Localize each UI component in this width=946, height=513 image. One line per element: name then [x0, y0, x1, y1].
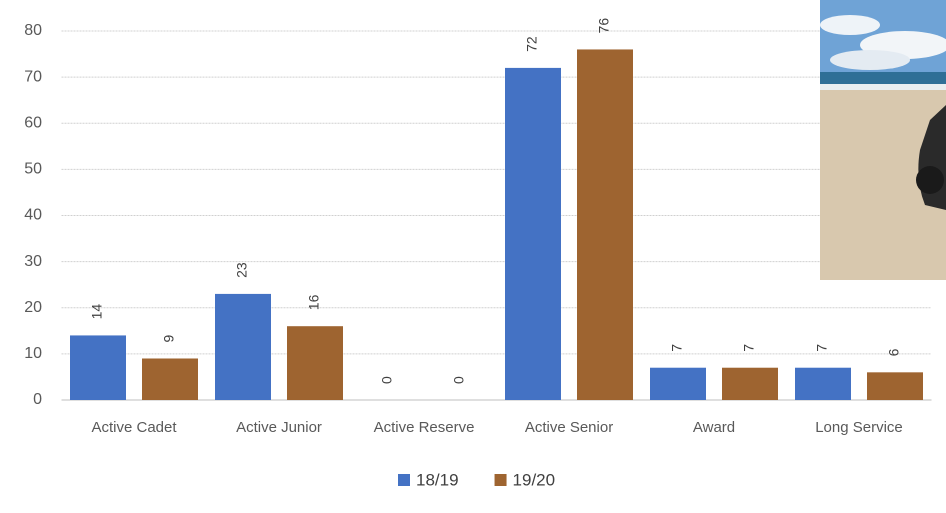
data-label: 23 — [234, 262, 250, 278]
x-tick-label: Active Reserve — [374, 419, 475, 436]
legend: 18/19 19/20 — [398, 470, 555, 489]
data-label: 9 — [161, 334, 177, 342]
x-tick-label: Long Service — [815, 419, 903, 436]
bar — [795, 367, 851, 400]
photo-cloud — [830, 50, 910, 70]
data-label: 7 — [741, 344, 757, 352]
y-tick-label: 10 — [24, 345, 42, 362]
data-label: 7 — [814, 344, 830, 352]
bar — [867, 372, 923, 400]
legend-label: 18/19 — [416, 470, 459, 489]
bar — [70, 335, 126, 400]
y-tick-label: 0 — [33, 391, 42, 408]
bar — [577, 49, 633, 400]
y-tick-label: 70 — [24, 68, 42, 85]
bar — [650, 367, 706, 400]
photo-sea — [820, 72, 946, 86]
legend-label: 19/20 — [513, 470, 556, 489]
y-tick-label: 40 — [24, 207, 42, 224]
y-tick-label: 30 — [24, 253, 42, 270]
beach-photo — [820, 0, 946, 280]
legend-swatch — [398, 474, 410, 486]
data-label: 0 — [451, 376, 467, 384]
legend-swatch — [494, 474, 507, 486]
y-tick-label: 60 — [24, 114, 42, 131]
bar — [215, 293, 271, 400]
photo-wheel — [916, 166, 944, 194]
bar — [142, 358, 198, 400]
data-label: 16 — [306, 294, 322, 310]
photo-cloud — [820, 15, 880, 35]
data-label: 7 — [669, 344, 685, 352]
photo-surf — [820, 84, 946, 90]
y-tick-label: 20 — [24, 299, 42, 316]
data-label: 76 — [596, 18, 612, 34]
data-label: 6 — [886, 348, 902, 356]
x-tick-label: Active Senior — [525, 419, 613, 436]
bar — [505, 67, 561, 401]
x-tick-label: Award — [693, 419, 735, 436]
y-tick-label: 50 — [24, 161, 42, 178]
x-tick-label: Active Cadet — [91, 419, 177, 436]
x-tick-label: Active Junior — [236, 419, 322, 436]
data-label: 14 — [89, 304, 105, 320]
data-label: 0 — [379, 376, 395, 384]
y-tick-label: 80 — [24, 22, 42, 39]
bar — [722, 367, 778, 400]
bar — [287, 326, 343, 400]
data-label: 72 — [524, 36, 540, 52]
